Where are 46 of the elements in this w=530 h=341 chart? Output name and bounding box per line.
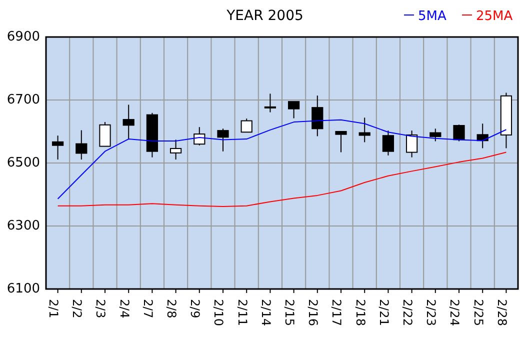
y-tick-label: 6900 <box>6 30 40 45</box>
x-tick-label: 2/17 <box>330 299 344 326</box>
candlestick <box>335 131 347 153</box>
x-tick-label: 2/7 <box>140 299 155 318</box>
candlestick <box>406 130 418 158</box>
x-tick-label: 2/25 <box>471 299 486 326</box>
candlestick <box>430 128 442 142</box>
x-tick-label: 2/23 <box>424 299 438 326</box>
line-series <box>57 152 507 207</box>
x-tick-label: 2/21 <box>376 299 391 326</box>
candlestick <box>99 122 111 147</box>
x-tick-label: 2/22 <box>400 299 415 326</box>
candlestick <box>52 135 64 160</box>
x-tick-label: 2/8 <box>164 299 179 318</box>
legend-label: 5MA <box>418 9 446 24</box>
x-tick-label: 2/4 <box>117 299 132 318</box>
y-tick-label: 6100 <box>6 282 40 297</box>
y-tick-label: 6300 <box>6 218 40 234</box>
candlestick <box>358 117 370 143</box>
x-tick-label: 2/15 <box>282 299 297 326</box>
candlestick <box>76 130 88 160</box>
x-tick-label: 2/2 <box>70 299 84 318</box>
candlestick <box>264 93 276 113</box>
candlestick <box>217 128 229 152</box>
y-tick-label: 6500 <box>6 156 40 171</box>
x-tick-label: 2/9 <box>188 299 202 318</box>
chart-title: YEAR 2005 <box>226 8 304 24</box>
candlestick <box>312 95 324 137</box>
x-tick-label: 2/24 <box>448 299 462 326</box>
candlestick <box>122 104 134 140</box>
x-tick-label: 2/10 <box>212 299 226 326</box>
x-tick-label: 2/3 <box>94 299 108 318</box>
candlestick <box>170 139 182 160</box>
x-tick-label: 2/16 <box>306 299 320 326</box>
x-tick-label: 2/1 <box>46 299 61 318</box>
candlestick <box>288 101 300 119</box>
x-tick-label: 2/18 <box>353 299 368 326</box>
y-tick-label: 6700 <box>6 92 40 108</box>
x-tick-label: 2/28 <box>494 299 509 326</box>
legend-label: 25MA <box>476 9 513 24</box>
x-tick-label: 2/14 <box>258 299 273 326</box>
candlestick <box>453 124 465 142</box>
candlestick <box>194 126 206 146</box>
candlestick <box>382 130 394 156</box>
x-tick-label: 2/11 <box>235 299 250 326</box>
candlestick <box>240 118 252 133</box>
